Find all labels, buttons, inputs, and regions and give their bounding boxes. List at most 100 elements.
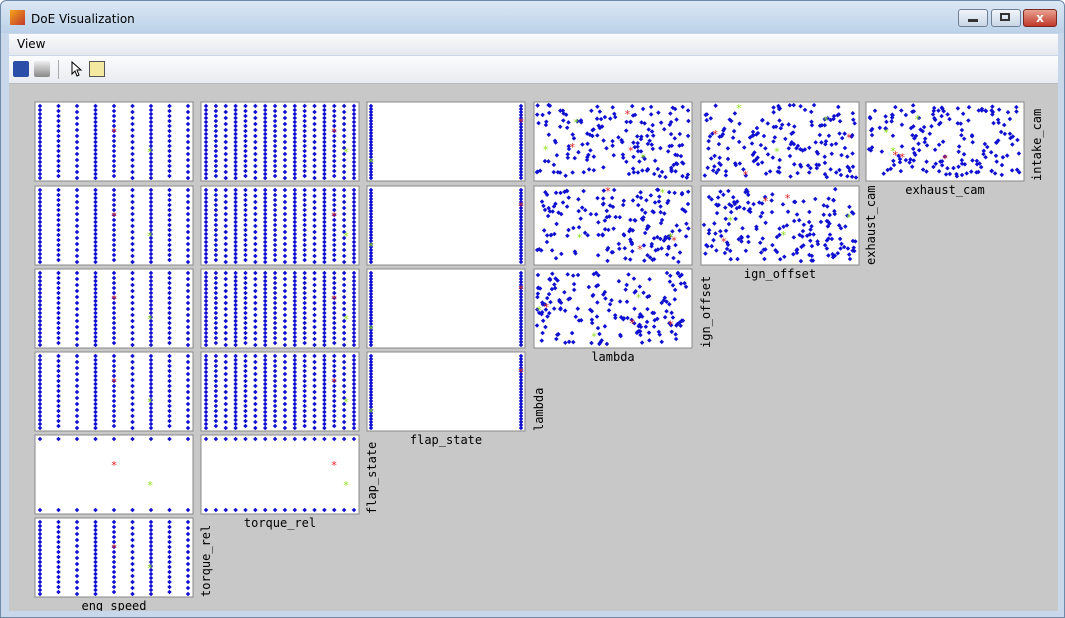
scatter-dot [167, 393, 172, 399]
scatter-dot [292, 151, 298, 157]
scatter-dot [302, 143, 307, 149]
scatter-dot [213, 275, 219, 281]
scatter-dot [262, 381, 268, 387]
scatter-dot [233, 155, 238, 161]
scatter-dot [332, 358, 337, 364]
scatter-dot [185, 407, 191, 413]
scatter-dot [185, 199, 191, 205]
scatter-dot [243, 118, 248, 124]
scatter-dot [223, 270, 228, 276]
scatter-dot [148, 139, 154, 145]
scatter-dot [37, 111, 43, 117]
print-button[interactable] [34, 61, 50, 77]
scatter-dot [292, 322, 298, 328]
scatter-dot [292, 377, 298, 383]
scatter-dot [56, 108, 61, 114]
datatip-button[interactable] [89, 61, 105, 77]
axes [34, 434, 194, 515]
scatter-dot [130, 229, 135, 235]
scatter-dot [233, 425, 238, 431]
scatter-dot [233, 131, 238, 137]
scatter-dot [351, 298, 357, 304]
menu-item[interactable]: View [17, 37, 46, 51]
scatter-dot [292, 159, 298, 165]
scatter-dot [148, 286, 154, 292]
scatter-dot [93, 579, 98, 585]
scatter-dot [282, 223, 288, 229]
scatter-dot [213, 335, 219, 341]
scatter-dot [93, 251, 98, 257]
scatter-dot [167, 378, 172, 384]
scatter-dot [167, 280, 172, 286]
scatter-dot [322, 397, 327, 403]
title-bar: DoE Visualization x [1, 1, 1064, 33]
scatter-dot [223, 419, 228, 425]
scatter-dot [74, 543, 80, 549]
scatter-star: * [518, 283, 525, 296]
scatter-dot [74, 223, 80, 229]
scatter-dot [37, 559, 43, 565]
scatter-dot [74, 549, 80, 555]
y-axis-label: flap_state [365, 442, 379, 514]
scatter-dot [37, 555, 43, 561]
scatter-dot [292, 111, 298, 117]
scatter-dot [351, 385, 357, 391]
minimize-button[interactable] [958, 9, 988, 27]
scatter-dot [282, 359, 288, 365]
scatter-dot [213, 418, 219, 424]
scatter-dot [74, 561, 80, 567]
maximize-button[interactable] [991, 9, 1021, 27]
scatter-dot [148, 270, 154, 276]
scatter-dot [332, 388, 337, 394]
scatter-dot [185, 103, 191, 109]
scatter-dot [203, 318, 209, 324]
scatter-dot [203, 385, 209, 391]
scatter-dot [341, 419, 347, 425]
scatter-dot [292, 421, 298, 427]
scatter-dot [203, 306, 209, 312]
scatter-dot [322, 274, 327, 280]
save-button[interactable] [13, 61, 29, 77]
close-button[interactable]: x [1023, 9, 1057, 27]
scatter-dot [243, 173, 248, 179]
scatter-dot [341, 324, 347, 330]
scatter-dot [111, 529, 117, 535]
scatter-dot [148, 103, 154, 109]
scatter-dot [233, 175, 238, 181]
scatter-dot [167, 295, 172, 301]
scatter-dot [148, 207, 154, 213]
scatter-dot [332, 257, 337, 263]
scatter-dot [351, 306, 357, 312]
scatter-dot [213, 187, 219, 193]
scatter-dot [148, 171, 154, 177]
scatter-dot [312, 425, 317, 431]
scatter-dot [213, 133, 219, 139]
scatter-dot [130, 247, 135, 253]
scatter-dot [203, 191, 209, 197]
scatter-star: * [147, 313, 154, 326]
scatter-dot [292, 187, 298, 193]
pointer-button[interactable] [68, 60, 84, 77]
scatter-dot [37, 103, 43, 109]
scatter-dot [148, 310, 154, 316]
scatter-dot [167, 138, 172, 144]
scatter-dot [203, 127, 209, 133]
scatter-dot [282, 133, 288, 139]
scatter-dot [223, 359, 228, 365]
scatter-dot [93, 223, 98, 229]
scatter-star: * [147, 396, 154, 409]
scatter-dot [56, 574, 61, 580]
scatter-dot [292, 270, 298, 276]
scatter-dot [292, 401, 298, 407]
scatter-dot [213, 436, 219, 442]
scatter-dot [332, 393, 337, 399]
scatter-dot [213, 325, 219, 331]
scatter-dot [332, 340, 337, 346]
scatter-dot [148, 306, 154, 312]
scatter-dot [56, 554, 61, 560]
scatter-dot [322, 365, 327, 371]
scatter-dot [167, 275, 172, 281]
scatter-dot [341, 312, 347, 318]
scatter-star: * [712, 128, 719, 141]
scatter-dot [292, 123, 298, 129]
